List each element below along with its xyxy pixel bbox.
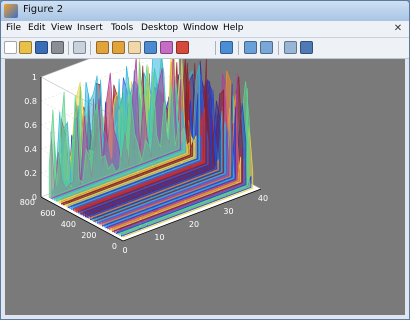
figure-toolbar	[1, 38, 409, 59]
menu-window[interactable]: Window	[183, 23, 219, 33]
show-plot-tools-icon[interactable]	[300, 41, 313, 54]
menu-file[interactable]: File	[6, 23, 22, 33]
y-tick-label: 600	[40, 209, 55, 218]
z-tick-label: 0.8	[24, 97, 37, 106]
y-tick-label: 200	[81, 231, 96, 240]
colorbar-icon[interactable]	[244, 41, 257, 54]
toolbar-separator	[90, 41, 91, 55]
save-icon[interactable]	[35, 41, 48, 54]
toolbar-separator	[215, 41, 216, 55]
axis-line	[40, 196, 124, 242]
matlab-icon	[4, 4, 18, 18]
edit-plot-icon[interactable]	[73, 41, 86, 54]
z-tick-label: 0.2	[24, 169, 37, 178]
y-tick-label: 400	[61, 220, 76, 229]
toolbar-separator	[278, 41, 279, 55]
z-tick-label: 0.4	[24, 145, 37, 154]
close-menu-icon[interactable]: ✕	[393, 23, 403, 34]
figure-canvas[interactable]: 0 0.2 0.4 0.6 0.8 1 0 200 400 600 800 0 10 20 30 40	[5, 24, 405, 315]
waterfall-ribbon	[48, 72, 180, 199]
new-figure-icon[interactable]	[4, 41, 17, 54]
grid-line	[40, 124, 124, 170]
z-tick-label: 1	[32, 73, 37, 82]
window-title: Figure 2	[23, 4, 64, 15]
print-icon[interactable]	[51, 41, 64, 54]
x-tick-label: 0	[122, 246, 127, 255]
menu-bar: File Edit View Insert Tools Desktop Wind…	[1, 21, 409, 38]
hide-plot-tools-icon[interactable]	[284, 41, 297, 54]
x-tick-label: 30	[223, 207, 233, 216]
x-tick-label: 10	[154, 233, 164, 242]
x-tick-label: 20	[189, 220, 199, 229]
axis-line	[122, 188, 262, 242]
menu-desktop[interactable]: Desktop	[141, 23, 179, 33]
y-tick-label: 800	[20, 198, 35, 207]
zoom-out-icon[interactable]	[112, 41, 125, 54]
zoom-in-icon[interactable]	[96, 41, 109, 54]
menu-tools[interactable]: Tools	[111, 23, 134, 33]
toolbar-separator	[238, 41, 239, 55]
title-bar: Figure 2	[1, 1, 409, 21]
z-tick-label: 0	[32, 193, 37, 202]
x-tick-label: 40	[258, 194, 268, 203]
z-tick-label: 0.6	[24, 121, 37, 130]
link-plot-icon[interactable]	[220, 41, 233, 54]
menu-view[interactable]: View	[51, 23, 73, 33]
legend-icon[interactable]	[260, 41, 273, 54]
open-file-icon[interactable]	[19, 41, 32, 54]
grid-line	[40, 100, 124, 146]
menu-help[interactable]: Help	[223, 23, 244, 33]
pan-icon[interactable]	[128, 41, 141, 54]
toolbar-separator	[68, 41, 69, 55]
rotate-3d-icon[interactable]	[144, 41, 157, 54]
data-cursor-icon[interactable]	[160, 41, 173, 54]
menu-insert[interactable]: Insert	[77, 23, 103, 33]
menu-edit[interactable]: Edit	[28, 23, 46, 33]
y-tick-label: 0	[112, 242, 117, 251]
brush-icon[interactable]	[176, 41, 189, 54]
